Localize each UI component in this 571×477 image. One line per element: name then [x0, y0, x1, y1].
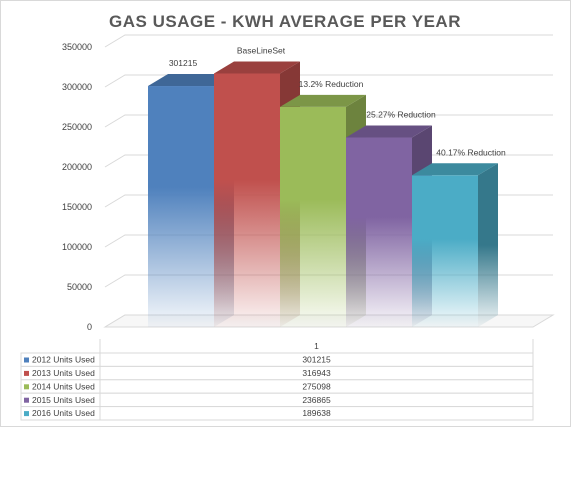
bar-side — [478, 163, 498, 327]
gridline — [104, 34, 553, 48]
y-tick-label: 200000 — [62, 162, 92, 172]
y-tick-label: 0 — [87, 322, 92, 332]
table-row: 2015 Units Used 236865 — [20, 392, 534, 408]
gridline — [104, 114, 553, 128]
table-row-bg — [20, 392, 534, 408]
table-row: 2012 Units Used 301215 — [20, 352, 534, 367]
bar-top — [280, 94, 366, 107]
data-label: 40.17% Reduction — [436, 147, 506, 157]
legend-label: 2013 Units Used — [32, 368, 95, 378]
table-value: 316943 — [302, 368, 331, 378]
legend-label: 2014 Units Used — [32, 381, 95, 391]
bars — [148, 61, 498, 328]
legend-key — [24, 357, 29, 363]
bar-top — [346, 125, 432, 138]
chart-frame: GAS USAGE - KWH AVERAGE PER YEAR 0 50000 1… — [0, 0, 571, 427]
y-tick-label: 300000 — [62, 82, 92, 92]
bar-top — [214, 61, 300, 74]
legend-key — [24, 370, 29, 376]
legend-key — [24, 411, 29, 417]
y-tick-label: 150000 — [62, 202, 92, 212]
legend-key — [24, 397, 29, 403]
bar-top — [412, 163, 498, 176]
bar-5 — [412, 163, 498, 327]
y-tick-label: 350000 — [62, 42, 92, 52]
table-row: 2014 Units Used 275098 — [20, 379, 534, 394]
y-tick-label: 100000 — [62, 242, 92, 252]
legend-label: 2016 Units Used — [32, 408, 95, 418]
table-value: 189638 — [302, 408, 331, 418]
bar-front — [214, 73, 280, 327]
table-row: 2016 Units Used 189638 — [20, 406, 534, 421]
table-row-bg — [20, 352, 534, 367]
chart-title: GAS USAGE - KWH AVERAGE PER YEAR — [109, 12, 461, 31]
y-tick-label: 250000 — [62, 122, 92, 132]
bar-front — [280, 106, 346, 327]
table-value: 301215 — [302, 355, 331, 365]
table-row-bg — [20, 406, 534, 421]
data-label: 301215 — [169, 58, 198, 68]
table-row-bg — [20, 365, 534, 381]
table-value: 236865 — [302, 395, 331, 405]
legend-key — [24, 384, 29, 390]
x-tick-label: 1 — [314, 341, 319, 351]
table-row-bg — [20, 379, 534, 394]
chart-svg: GAS USAGE - KWH AVERAGE PER YEAR 0 50000 1… — [20, 12, 555, 421]
y-axis: 0 50000 100000 150000 200000 250000 300000 3500… — [62, 42, 92, 332]
table-value: 275098 — [302, 381, 331, 391]
y-tick-label: 50000 — [67, 282, 92, 292]
data-label: 25.27% Reduction — [366, 110, 436, 120]
bar-front — [346, 137, 412, 327]
bar-top — [148, 74, 234, 87]
gridline — [104, 74, 553, 88]
data-label: BaseLineSet — [237, 45, 286, 55]
table-row: 2013 Units Used 316943 — [20, 365, 534, 381]
legend-label: 2012 Units Used — [32, 355, 95, 365]
data-label: 13.2% Reduction — [299, 79, 364, 89]
data-labels: 301215 BaseLineSet 13.2% Reduction 25.27% R… — [169, 45, 506, 157]
bar-front — [412, 175, 478, 327]
bar-front — [148, 86, 214, 327]
data-table: 1 2012 Units Used 301215 2013 Units Used 316… — [20, 339, 534, 421]
legend-label: 2015 Units Used — [32, 395, 95, 405]
